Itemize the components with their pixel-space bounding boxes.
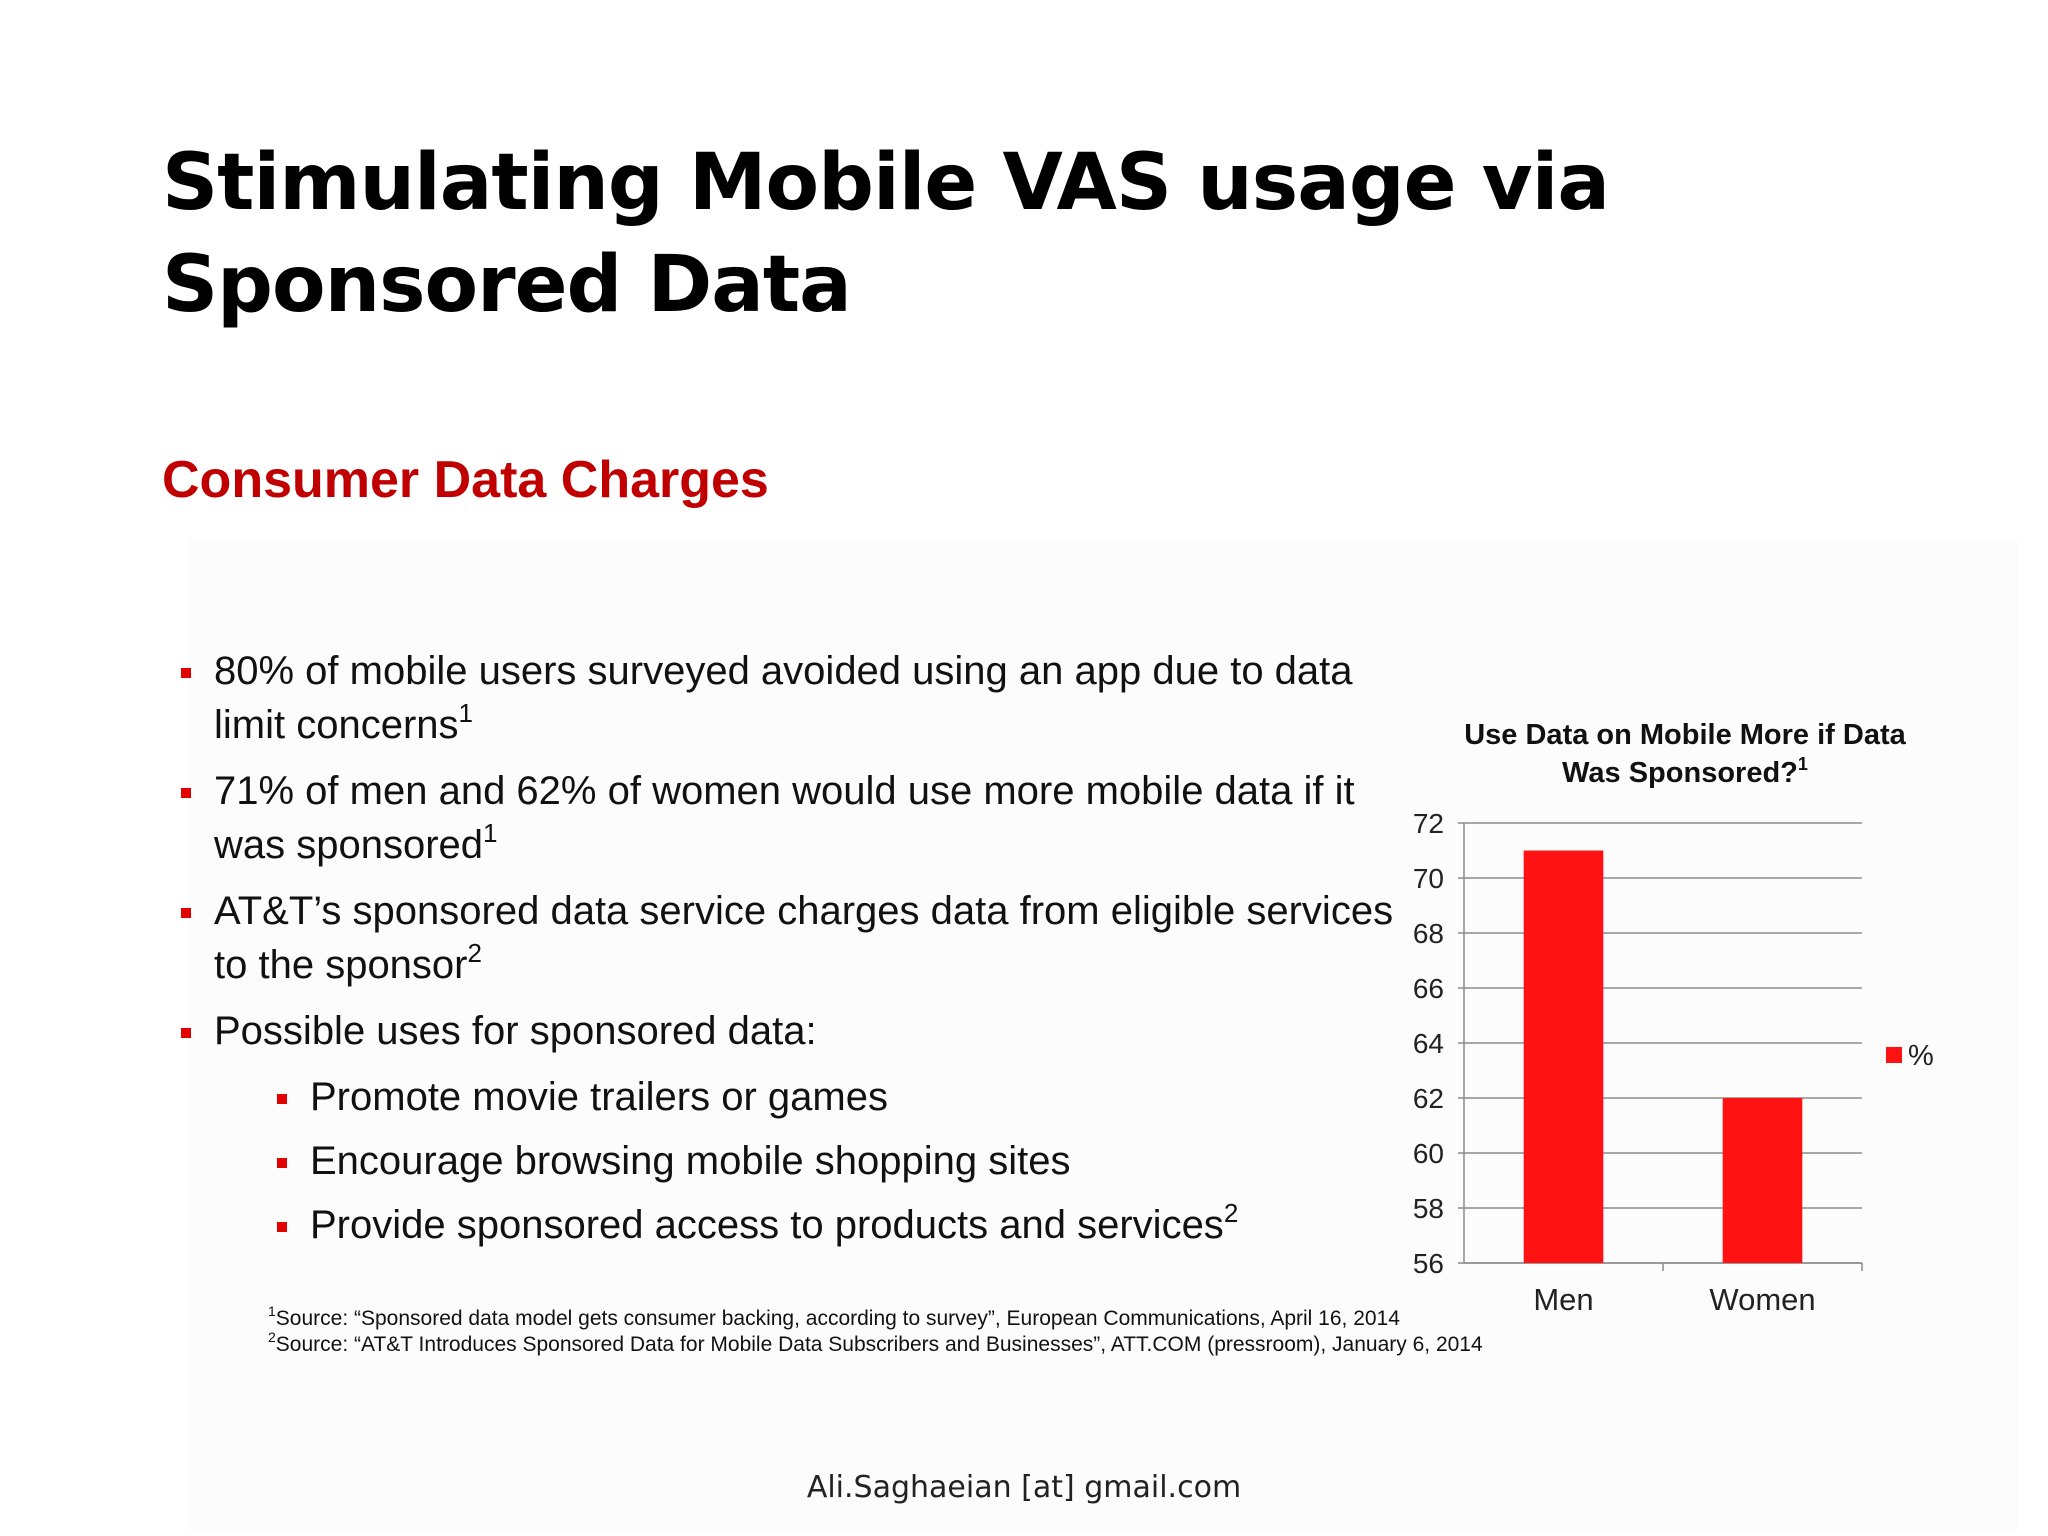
y-tick-label: 62 [1413, 1083, 1444, 1114]
footer-credit: Ali.Saghaeian [at] gmail.com [806, 1470, 1242, 1505]
footnote-ref: 2 [467, 938, 482, 968]
footnote-ref: 2 [1223, 1198, 1239, 1228]
bullet-marker-icon [181, 668, 191, 678]
bullet-text: Possible uses for sponsored data: [214, 1009, 817, 1053]
y-tick-label: 56 [1413, 1248, 1444, 1279]
y-tick-label: 58 [1413, 1193, 1444, 1224]
legend-label: % [1908, 1040, 1934, 1072]
bullet-marker-icon [277, 1158, 287, 1168]
y-tick-label: 72 [1413, 808, 1444, 839]
sub-bullet-text: Promote movie trailers or games [310, 1075, 888, 1119]
content-panel [188, 540, 2018, 1530]
bullet-marker-icon [181, 788, 191, 798]
footnote-number: 2 [268, 1329, 276, 1345]
slide-title: Stimulating Mobile VAS usage via Sponsor… [162, 138, 1610, 330]
bullet-text: 80% of mobile users surveyed avoided usi… [214, 649, 1353, 747]
sub-bullet-text: Provide sponsored access to products and… [310, 1203, 1224, 1247]
chart-title: Use Data on Mobile More if Data Was Spon… [1460, 716, 1910, 792]
footnote: 1Source: “Sponsored data model gets cons… [268, 1303, 1768, 1332]
footnote: 2Source: “AT&T Introduces Sponsored Data… [268, 1329, 1768, 1358]
bullet-list: 80% of mobile users surveyed avoided usi… [178, 644, 1408, 1262]
bullet-text: AT&T’s sponsored data service charges da… [214, 889, 1394, 987]
section-heading: Consumer Data Charges [162, 451, 769, 509]
bullet-item: 80% of mobile users surveyed avoided usi… [178, 644, 1408, 752]
footnote-ref: 1 [458, 698, 473, 728]
x-tick-label: Women [1709, 1282, 1815, 1317]
legend-swatch [1886, 1047, 1902, 1063]
bullet-item: AT&T’s sponsored data service charges da… [178, 884, 1408, 992]
y-tick-label: 68 [1413, 918, 1444, 949]
footnote-ref: 1 [483, 818, 498, 848]
footnote-text: Source: “Sponsored data model gets consu… [275, 1307, 1400, 1330]
sub-bullet-item: Promote movie trailers or games [274, 1070, 1408, 1124]
bar [1722, 1098, 1803, 1263]
bullet-marker-icon [277, 1222, 287, 1232]
sub-bullet-text: Encourage browsing mobile shopping sites [310, 1139, 1071, 1183]
bullet-item: Possible uses for sponsored data: [178, 1004, 1408, 1058]
bullet-item: 71% of men and 62% of women would use mo… [178, 764, 1408, 872]
y-tick-label: 64 [1413, 1028, 1444, 1059]
y-tick-label: 70 [1413, 863, 1444, 894]
footnote-number: 1 [268, 1303, 276, 1319]
bullet-text: 71% of men and 62% of women would use mo… [214, 769, 1355, 867]
sub-bullet-item: Provide sponsored access to products and… [274, 1198, 1408, 1252]
bar-chart: 56 58 60 62 64 66 68 70 72 Men Women% [1413, 808, 1934, 1317]
x-tick-label: Men [1533, 1282, 1593, 1317]
bullet-marker-icon [181, 1028, 191, 1038]
chart-title-text: Use Data on Mobile More if Data Was Spon… [1464, 719, 1906, 789]
y-tick-label: 66 [1413, 973, 1444, 1004]
y-tick-label: 60 [1413, 1138, 1444, 1169]
footnote-ref: 1 [1797, 754, 1808, 774]
sub-bullet-item: Encourage browsing mobile shopping sites [274, 1134, 1408, 1188]
footnote-text: Source: “AT&T Introduces Sponsored Data … [275, 1333, 1483, 1356]
footnotes: 1Source: “Sponsored data model gets cons… [268, 1303, 1768, 1358]
bar [1523, 850, 1604, 1263]
bullet-marker-icon [181, 908, 191, 918]
bullet-marker-icon [277, 1094, 287, 1104]
